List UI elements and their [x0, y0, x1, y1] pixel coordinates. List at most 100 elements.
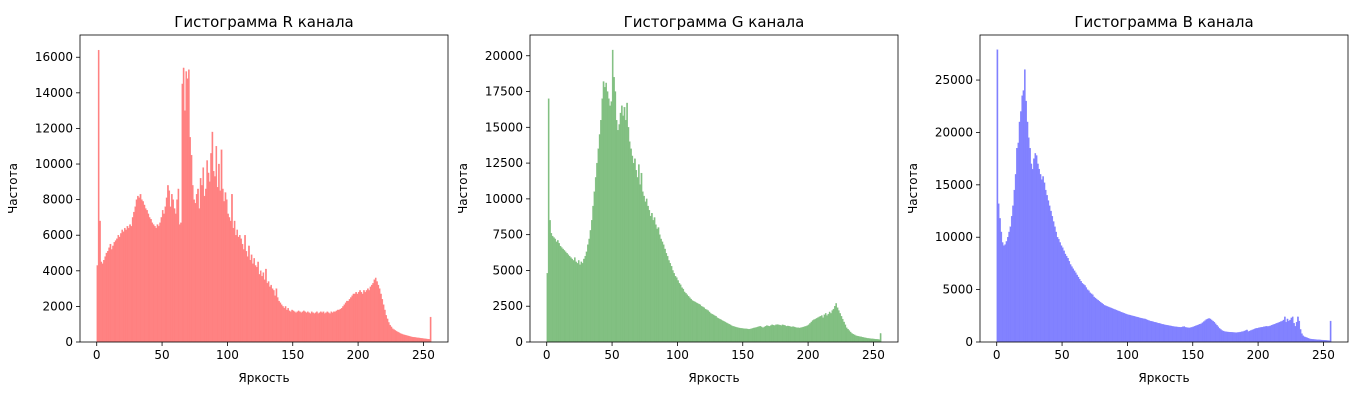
bar: [107, 251, 109, 343]
bar: [815, 318, 818, 343]
bar: [1105, 305, 1107, 343]
bar: [810, 321, 813, 343]
bar: [151, 222, 154, 343]
bar: [414, 337, 416, 343]
bar: [1069, 264, 1072, 343]
bar: [1213, 321, 1216, 343]
bar: [427, 339, 429, 343]
bar: [1193, 326, 1196, 343]
bar: [700, 306, 703, 343]
bar: [283, 308, 286, 343]
bar: [1001, 242, 1004, 343]
bar: [819, 316, 822, 343]
bar: [781, 324, 784, 343]
bar: [662, 244, 665, 343]
bar: [368, 290, 371, 343]
bar: [292, 310, 295, 343]
bar: [265, 268, 267, 343]
bar: [669, 263, 672, 343]
bar: [1119, 311, 1122, 343]
bar: [303, 310, 305, 343]
bar: [156, 224, 159, 343]
bar: [583, 258, 585, 343]
bar: [160, 217, 163, 343]
bar: [262, 272, 265, 343]
y-tick-label: 0: [965, 335, 973, 349]
bar: [256, 267, 258, 343]
bar: [121, 229, 124, 343]
bar: [1222, 330, 1225, 343]
y-axis-label: Частота: [6, 163, 20, 214]
bar: [657, 227, 660, 343]
bar: [1178, 326, 1180, 343]
bar: [868, 338, 870, 343]
bar: [1184, 327, 1187, 343]
bar: [1259, 327, 1261, 343]
bar: [173, 208, 176, 343]
bar: [407, 335, 410, 343]
bar: [1141, 318, 1144, 343]
bar: [624, 120, 627, 343]
bar: [585, 251, 588, 343]
bar: [1271, 325, 1273, 343]
bar: [384, 309, 386, 343]
bar: [232, 227, 235, 343]
bar: [357, 292, 360, 343]
bar: [814, 318, 817, 343]
bar: [862, 337, 865, 343]
bar: [295, 312, 297, 343]
bar: [276, 297, 279, 343]
bar: [997, 203, 1000, 343]
bar: [691, 300, 694, 343]
bar: [373, 279, 376, 343]
bar: [97, 49, 100, 343]
bar: [1094, 297, 1097, 343]
bar: [1098, 300, 1101, 343]
bar: [1294, 326, 1297, 343]
histogram-panel: 0 50 100 150 200 2500250050007500100001250015…: [456, 13, 899, 385]
bar: [725, 322, 728, 343]
bar: [627, 127, 630, 343]
bar: [205, 188, 207, 343]
bar: [116, 238, 118, 343]
bar: [1150, 321, 1153, 343]
x-tick-label: 150: [281, 348, 304, 362]
bar: [275, 288, 278, 343]
chart-title: Гистограмма B канала: [1074, 13, 1253, 31]
bar: [600, 120, 602, 343]
bar: [741, 328, 743, 343]
x-tick-label: 150: [1181, 348, 1204, 362]
bar: [720, 319, 722, 343]
bar: [257, 261, 259, 343]
bar: [403, 334, 406, 343]
bar: [404, 335, 407, 343]
bar: [1108, 307, 1111, 343]
bar: [1080, 281, 1082, 343]
bar: [703, 307, 706, 343]
bar: [420, 338, 423, 343]
bar: [766, 325, 768, 343]
bar: [261, 276, 263, 343]
bar: [1220, 329, 1222, 343]
bar: [1129, 315, 1132, 343]
bar: [229, 220, 232, 343]
bar: [259, 270, 262, 343]
bar: [875, 339, 878, 343]
x-tick-label: 250: [1312, 348, 1335, 362]
bar: [1278, 321, 1281, 343]
bar: [1048, 205, 1051, 343]
bar: [225, 199, 228, 343]
bar: [206, 160, 208, 343]
bar: [135, 199, 138, 343]
bar: [610, 101, 613, 343]
bar: [177, 188, 180, 343]
bar: [172, 199, 174, 343]
bar: [182, 67, 185, 343]
y-tick-label: 7500: [492, 228, 523, 242]
bar: [664, 248, 666, 343]
bar: [343, 304, 346, 343]
bar: [235, 235, 237, 343]
bar: [267, 281, 270, 343]
y-tick-label: 2500: [492, 299, 523, 313]
bar: [617, 130, 619, 343]
